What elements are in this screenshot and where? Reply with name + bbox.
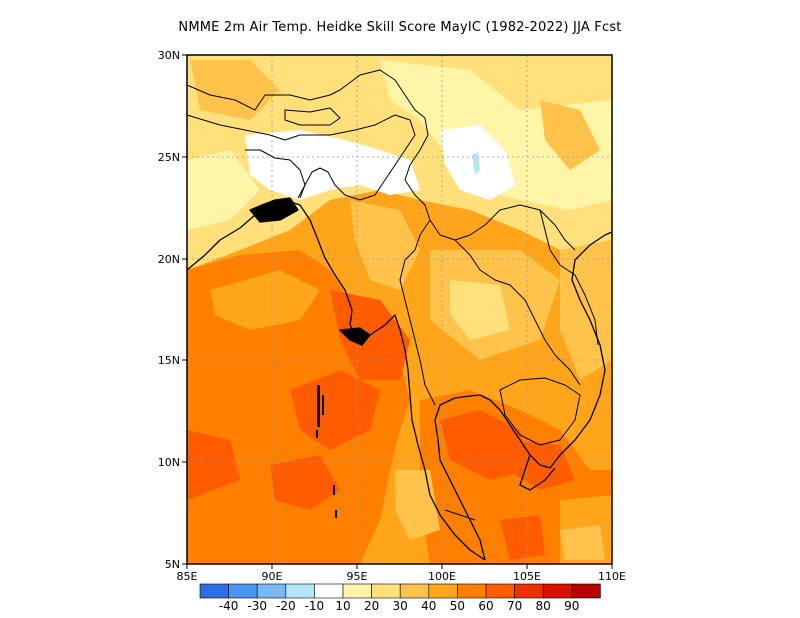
colorbar-swatch [514, 583, 544, 599]
colorbar-label: 20 [364, 599, 379, 613]
colorbar-swatch [428, 583, 458, 599]
gridlines [187, 55, 612, 564]
colorbar-label: -10 [305, 599, 325, 613]
lat-label-20n: 20N [158, 253, 180, 266]
colorbar-swatch [457, 583, 487, 599]
andaman-islands [316, 385, 337, 518]
colorbar-label: 90 [564, 599, 579, 613]
coastlines [186, 197, 613, 561]
map-title: NMME 2m Air Temp. Heidke Skill Score May… [178, 20, 622, 35]
colorbar-swatch [199, 583, 229, 599]
colorbar-swatch [314, 583, 344, 599]
colorbar-label: 80 [536, 599, 551, 613]
borders [186, 69, 599, 521]
lon-label-90e: 90E [262, 570, 283, 583]
colorbar-swatch [485, 583, 515, 599]
map-frame [186, 54, 613, 565]
lat-label-10n: 10N [158, 456, 180, 469]
colorbar-label: 10 [335, 599, 350, 613]
colorbar-label: 40 [421, 599, 436, 613]
colorbar-label: -20 [276, 599, 296, 613]
lon-label-85e: 85E [177, 570, 198, 583]
colorbar-swatch [371, 583, 401, 599]
colorbar-swatch [228, 583, 258, 599]
lon-axis [186, 564, 613, 569]
low-skill-area [245, 130, 420, 200]
colorbar-swatch [285, 583, 315, 599]
colorbar-swatch [571, 583, 601, 599]
colorbar-label: 30 [393, 599, 408, 613]
colorbar-swatch [256, 583, 287, 599]
lat-label-15n: 15N [158, 354, 180, 367]
lon-label-95e: 95E [347, 570, 368, 583]
lat-axis [182, 54, 187, 565]
colorbar-label: -40 [219, 599, 239, 613]
colorbar-label: -30 [247, 599, 267, 613]
colorbar-label: 70 [507, 599, 522, 613]
colorbar-label: 60 [478, 599, 493, 613]
colorbar: -40 -30 -20 -10 10 20 30 40 50 60 70 80 90 [199, 583, 601, 613]
lon-label-105e: 105E [513, 570, 541, 583]
lon-label-110e: 110E [598, 570, 626, 583]
lat-label-30n: 30N [158, 49, 180, 62]
colorbar-swatch [542, 583, 573, 599]
lat-label-25n: 25N [158, 151, 180, 164]
lat-label-5n: 5N [165, 558, 180, 571]
colorbar-swatch [342, 583, 372, 599]
colorbar-label: 50 [450, 599, 465, 613]
lon-label-100e: 100E [428, 570, 456, 583]
colorbar-swatch [399, 583, 430, 599]
